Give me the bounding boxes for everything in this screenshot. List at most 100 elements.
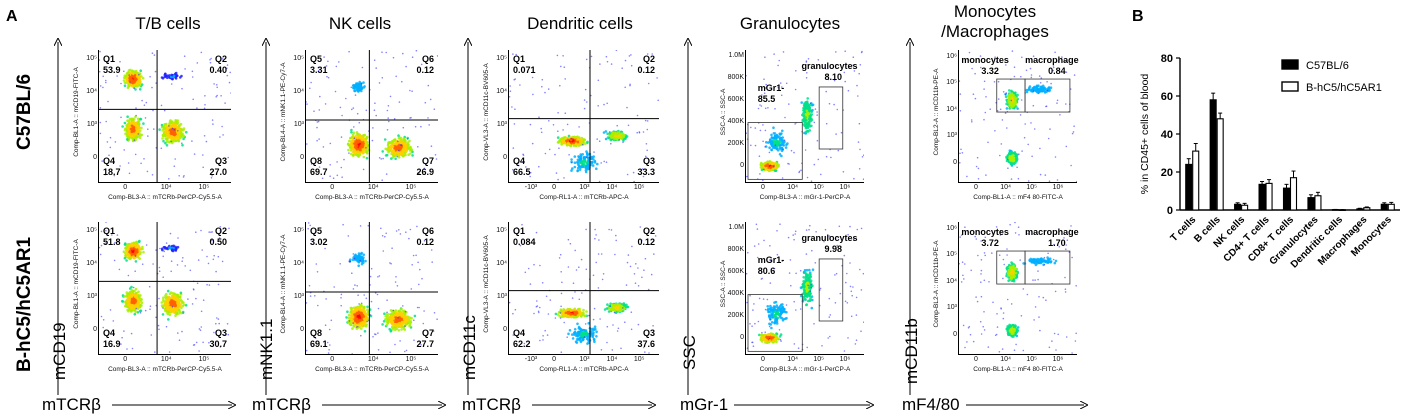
y-tick-label: 10⁵ — [946, 251, 957, 259]
x-marker-gr: mGr-1 — [680, 395, 729, 414]
flow-density-tb-c57 — [99, 50, 231, 182]
x-tick-label: 10⁴ — [367, 184, 379, 191]
x-tick-label: -10³ — [524, 184, 538, 191]
x-tick-label: 10⁴ — [1000, 184, 1011, 191]
quadrant-label-q2: Q2 0.12 — [637, 226, 655, 247]
gate-label-mgr1-neg: mGr1- 85.5 — [757, 83, 785, 104]
y-tick-label: 10³ — [946, 304, 957, 312]
quadrant-label-q1: Q1 51.8 — [103, 226, 121, 247]
y-tick-label: 800K — [727, 73, 744, 81]
gate-label-granulocytes: granulocytes 9.98 — [801, 232, 858, 254]
x-tick-label: 10⁶ — [1052, 356, 1064, 363]
column-title-gr: Granulocytes — [739, 14, 841, 33]
y-tick-label: 10³ — [293, 120, 304, 128]
x-tick-label: 0 — [330, 356, 335, 363]
x-tick-label: 10⁴ — [606, 184, 618, 191]
flow-plot-mo-c57: monocytes 3.32 macrophage 0.84 Comp-BL1-A … — [933, 50, 1079, 201]
x-axis-name-gr-c57: Comp-BL3-A :: mGr-1-PerCP-A — [759, 194, 851, 201]
quadrant-label-q4: Q4 62.2 — [513, 328, 531, 349]
x-tick-label: 10⁴ — [606, 356, 618, 363]
x-tick-label: 0 — [761, 184, 765, 191]
y-tick-label: 1.0M — [728, 223, 744, 231]
flow-plot-tb-h: Q1 51.8 Q2 0.50 Q3 30.7 Q4 16.9 Comp-BL3-A :… — [73, 222, 231, 373]
y-axis-name-gr-c57: SSC-A :: SSC-A — [720, 88, 727, 136]
quadrant-label-q3: Q3 37.6 — [637, 328, 655, 349]
y-axis-name-tb-h: Comp-BL1-A :: mCD19-FITC-A — [73, 239, 80, 329]
flow-plot-gr-h: mGr1- 80.6 granulocytes 9.98 Comp-BL3-A ::… — [720, 222, 864, 373]
marker-arrows — [0, 0, 1130, 419]
bar-0-7 — [1356, 208, 1364, 211]
x-tick-label: 10⁴ — [1000, 356, 1011, 363]
y-tick-label: 10⁵ — [946, 79, 957, 87]
y-tick-label: 10⁵ — [496, 226, 507, 234]
flow-density-gr-h — [746, 223, 864, 352]
quadrant-label-q1: Q1 53.9 — [103, 54, 121, 75]
bar-1-1 — [1216, 118, 1224, 211]
gate-label-macrophage: macrophage 1.70 — [1025, 227, 1079, 249]
y-tick-label: 0 — [1167, 205, 1173, 217]
y-axis-name-dc-c57: Comp-VL3-A :: mCD11c-BV605-A — [483, 63, 490, 161]
x-marker-nk: mTCRβ — [252, 395, 311, 414]
quadrant-label-q7: Q7 27.7 — [416, 328, 434, 349]
y-tick-label: 0 — [93, 325, 97, 333]
bar-1-7 — [1363, 207, 1371, 211]
quadrant-label-q7: Q7 26.9 — [416, 156, 434, 177]
x-tick-label: 10⁵ — [198, 356, 210, 363]
x-marker-dc: mTCRβ — [462, 395, 521, 414]
x-tick-label: 10⁴ — [367, 356, 379, 363]
x-tick-label: 10³ — [579, 356, 590, 363]
flow-density-mo-h — [959, 222, 1077, 354]
quadrant-label-q2: Q2 0.40 — [209, 54, 227, 75]
y-axis-name-gr-h: SSC-A :: SSC-A — [720, 260, 727, 308]
y-tick-label: 400K — [727, 289, 744, 297]
y-tick-label: 10⁴ — [946, 105, 957, 113]
x-axis-name-mo-c57: Comp-BL1-A :: mF4 80-FITC-A — [973, 194, 1063, 201]
y-tick-label: 10⁴ — [496, 87, 507, 95]
y-tick-label: 0 — [740, 333, 744, 341]
x-tick-label: 10⁵ — [633, 184, 645, 191]
gate-label-monocytes: monocytes 3.32 — [961, 55, 1009, 77]
quadrant-label-q1: Q1 0.071 — [513, 54, 536, 75]
x-tick-label: 10⁴ — [787, 184, 798, 191]
y-axis-name-tb-c57: Comp-BL1-A :: mCD19-FITC-A — [73, 67, 80, 157]
column-title-mo: Monocytes /Macrophages — [941, 2, 1049, 41]
x-tick-label: 0 — [552, 356, 556, 363]
y-tick-label: 0 — [953, 330, 957, 338]
y-tick-label: 10³ — [496, 120, 507, 128]
x-tick-label: 0 — [123, 356, 128, 363]
y-tick-label: 10⁵ — [86, 54, 97, 62]
gate-label-mgr1-neg: mGr1- 80.6 — [757, 255, 785, 276]
y-tick-label: 200K — [727, 311, 744, 319]
y-tick-label: 0 — [93, 153, 97, 161]
x-tick-label: 10⁵ — [813, 356, 825, 363]
gate-label-granulocytes: granulocytes 8.10 — [801, 60, 858, 82]
legend-label-0: C57BL/6 — [1306, 60, 1349, 72]
flow-plot-dc-h: Q1 0.084 Q2 0.12 Q3 37.6 Q4 62.2 Comp-RL1-A … — [483, 222, 659, 373]
flow-plot-nk-c57: Q5 3.31 Q6 0.12 Q7 26.9 Q8 69.7 Comp-BL3-A :… — [280, 50, 438, 201]
y-tick-label: 0 — [300, 325, 304, 333]
quadrant-label-q3: Q3 27.0 — [209, 156, 227, 177]
bar-0-0 — [1185, 163, 1193, 211]
y-tick-label: 0 — [953, 158, 957, 166]
y-tick-label: 10⁵ — [293, 226, 304, 234]
quadrant-label-q4: Q4 66.5 — [513, 156, 531, 177]
y-tick-label: 10⁵ — [496, 54, 507, 62]
x-tick-label: 10⁵ — [1026, 184, 1038, 191]
y-tick-label: 80 — [1161, 53, 1173, 65]
flow-plot-tb-c57: Q1 53.9 Q2 0.40 Q3 27.0 Q4 18.7 Comp-BL3-A :… — [73, 50, 231, 201]
y-tick-label: 10⁶ — [946, 224, 957, 232]
bar-1-2 — [1241, 204, 1249, 211]
y-tick-label: 20 — [1161, 167, 1173, 179]
x-tick-label: 10⁵ — [405, 184, 417, 191]
y-tick-label: 0 — [503, 325, 507, 333]
y-tick-label: 0 — [300, 153, 304, 161]
x-tick-label: 0 — [974, 356, 978, 363]
gate-label-monocytes: monocytes 3.72 — [961, 227, 1009, 249]
bar-0-2 — [1234, 203, 1242, 211]
panel-letter-b: B — [1132, 8, 1144, 25]
x-tick-label: 10⁵ — [813, 184, 825, 191]
bar-0-8 — [1380, 203, 1388, 211]
quadrant-label-q8: Q8 69.1 — [310, 328, 328, 349]
flow-density-dc-h — [509, 222, 659, 354]
